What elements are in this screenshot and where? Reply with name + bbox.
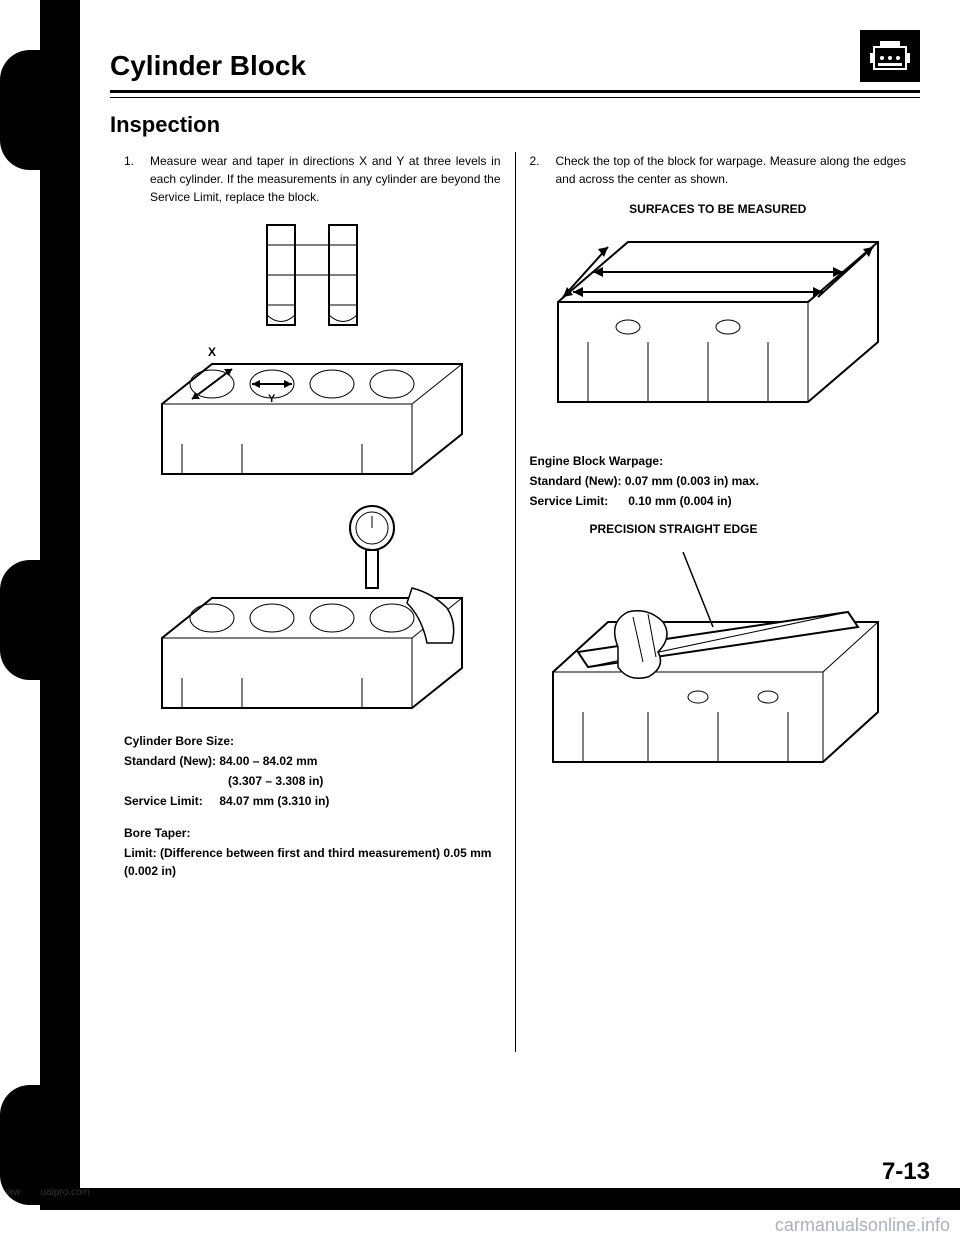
- binder-tab: [0, 50, 50, 170]
- section-title: Inspection: [110, 112, 920, 138]
- step-text: Measure wear and taper in directions X a…: [150, 152, 501, 206]
- spec-value: 0.07 mm (0.003 in) max.: [625, 474, 759, 488]
- spec-label: Standard (New):: [530, 474, 622, 488]
- left-column: 1. Measure wear and taper in directions …: [110, 152, 515, 1052]
- spec-title: Engine Block Warpage:: [530, 452, 907, 470]
- step-number: 1.: [124, 152, 138, 206]
- spec-title: Bore Taper:: [124, 824, 501, 842]
- spec-line: Service Limit: 84.07 mm (3.310 in): [124, 792, 501, 810]
- svg-text:X: X: [208, 345, 216, 359]
- step-text: Check the top of the block for warpage. …: [556, 152, 907, 188]
- spec-title: Cylinder Bore Size:: [124, 732, 501, 750]
- figure-surfaces: [548, 232, 888, 412]
- step-1: 1. Measure wear and taper in directions …: [124, 152, 501, 206]
- wm-text: ualpro.com: [40, 1187, 89, 1198]
- spec-line: Limit: (Difference between first and thi…: [124, 844, 501, 880]
- step-2: 2. Check the top of the block for warpag…: [530, 152, 907, 188]
- watermark-right: carmanualsonline.info: [775, 1215, 950, 1236]
- figure-dial-gauge: [152, 498, 472, 718]
- columns: 1. Measure wear and taper in directions …: [110, 152, 920, 1052]
- divider: [110, 90, 920, 93]
- wm-text: ww: [6, 1187, 20, 1198]
- spec-label: Service Limit:: [124, 794, 203, 808]
- spec-value: 84.07 mm (3.310 in): [219, 794, 329, 808]
- header: Cylinder Block: [110, 30, 920, 82]
- engine-icon: [860, 30, 920, 82]
- spec-bore-taper: Bore Taper: Limit: (Difference between f…: [124, 824, 501, 880]
- binder-bottom: [40, 1188, 960, 1210]
- step-number: 2.: [530, 152, 544, 188]
- figure-label: PRECISION STRAIGHT EDGE: [590, 520, 907, 538]
- spec-line: Service Limit: 0.10 mm (0.004 in): [530, 492, 907, 510]
- spec-line: Standard (New): 84.00 – 84.02 mm: [124, 752, 501, 770]
- page-title: Cylinder Block: [110, 50, 306, 82]
- binder-tab: [0, 560, 50, 680]
- svg-text:Y: Y: [268, 393, 276, 405]
- spec-value: 0.10 mm (0.004 in): [628, 494, 731, 508]
- spec-label: Service Limit:: [530, 494, 609, 508]
- spec-cylinder-bore: Cylinder Bore Size: Standard (New): 84.0…: [124, 732, 501, 810]
- watermark-left: wwxxxxualpro.com: [6, 1187, 90, 1198]
- figure-bore-levels: [257, 220, 367, 330]
- divider: [110, 97, 920, 98]
- spec-line: (3.307 – 3.308 in): [124, 772, 501, 790]
- right-column: 2. Check the top of the block for warpag…: [516, 152, 921, 1052]
- spec-line: Standard (New): 0.07 mm (0.003 in) max.: [530, 472, 907, 490]
- page-number: 7-13: [882, 1158, 930, 1186]
- figure-block-xy: X Y: [152, 344, 472, 484]
- figure-straight-edge: [548, 552, 888, 772]
- page-content: Cylinder Block Inspection 1. Measure wea…: [110, 30, 920, 1052]
- figure-label: SURFACES TO BE MEASURED: [530, 200, 907, 218]
- spec-warpage: Engine Block Warpage: Standard (New): 0.…: [530, 452, 907, 510]
